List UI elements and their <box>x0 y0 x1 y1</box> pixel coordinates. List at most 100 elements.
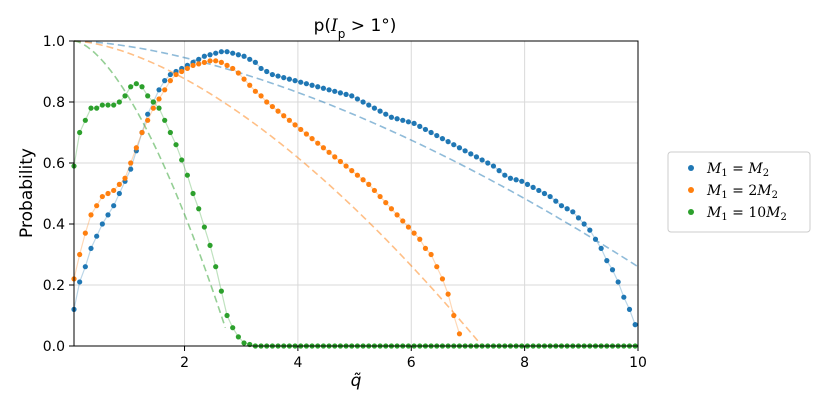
data-point <box>213 58 219 64</box>
plot-frame <box>73 40 639 347</box>
data-point <box>82 264 88 270</box>
data-point <box>94 203 100 209</box>
data-point <box>422 126 429 133</box>
data-point <box>145 117 151 123</box>
reference-curve <box>73 40 483 347</box>
data-point <box>190 62 196 68</box>
data-point <box>286 76 292 82</box>
legend-entry: M1 = M2 <box>706 161 769 179</box>
data-point <box>241 76 247 82</box>
data-point <box>360 177 366 183</box>
data-point <box>150 99 156 105</box>
data-point <box>445 291 451 297</box>
data-point <box>490 163 497 169</box>
data-point <box>201 59 207 65</box>
data-point <box>451 142 457 148</box>
data-point <box>213 264 219 270</box>
data-point <box>592 236 599 242</box>
data-point <box>252 59 258 65</box>
data-point <box>235 70 241 76</box>
data-point <box>383 200 389 206</box>
data-point <box>604 258 610 264</box>
data-point <box>422 245 429 251</box>
y-tick-label: 0.0 <box>43 339 65 355</box>
data-point <box>82 230 88 236</box>
chart-title: p(Ip > 1°) <box>314 16 397 41</box>
legend-box <box>667 151 811 233</box>
data-point <box>162 78 168 84</box>
data-point <box>116 99 122 105</box>
data-point <box>128 160 134 166</box>
data-point <box>207 242 213 248</box>
data-point <box>207 52 213 58</box>
data-point <box>428 251 434 258</box>
data-point <box>609 267 616 273</box>
data-point <box>224 312 230 319</box>
data-point <box>88 245 94 251</box>
data-point <box>167 129 173 136</box>
data-point <box>133 145 139 151</box>
data-point <box>349 168 355 174</box>
data-point <box>275 108 281 114</box>
data-point <box>213 50 219 56</box>
data-point <box>394 212 400 218</box>
data-point <box>377 193 383 200</box>
data-point <box>598 245 604 251</box>
data-point <box>77 251 83 258</box>
data-point <box>224 49 230 55</box>
data-point <box>371 105 378 111</box>
data-points <box>71 49 638 349</box>
data-point <box>541 190 548 197</box>
data-point <box>162 117 168 123</box>
title-sub: p <box>338 27 346 41</box>
data-point <box>400 117 406 123</box>
x-axis: 2 4 6 8 10 <box>180 346 647 371</box>
data-point <box>417 236 423 242</box>
x-tick-label: 10 <box>629 355 647 371</box>
data-point <box>173 71 179 78</box>
data-point <box>337 158 344 165</box>
data-point <box>111 203 117 209</box>
data-point <box>116 181 122 187</box>
series-line <box>73 83 636 347</box>
title-main: p( <box>314 16 331 36</box>
data-point <box>434 264 440 270</box>
data-point <box>196 206 202 212</box>
data-point <box>366 102 372 108</box>
data-point <box>553 198 559 204</box>
data-point <box>547 193 553 200</box>
data-point <box>439 276 446 282</box>
data-point <box>122 175 128 181</box>
data-point <box>105 190 111 197</box>
series-line <box>73 51 636 325</box>
data-point <box>581 221 587 227</box>
data-point <box>88 105 94 111</box>
data-point <box>281 75 287 81</box>
data-point <box>332 88 338 94</box>
y-tick-label: 0.4 <box>43 217 65 233</box>
data-point <box>99 193 105 200</box>
data-point <box>145 111 151 117</box>
data-point <box>456 145 463 151</box>
data-point <box>133 81 139 87</box>
data-point <box>128 84 134 90</box>
data-point <box>122 93 128 99</box>
data-point <box>167 78 173 84</box>
y-tick-label: 0.6 <box>43 156 65 172</box>
data-point <box>94 233 100 239</box>
legend-entry: M1 = 10M2 <box>706 205 787 223</box>
data-point <box>179 157 185 163</box>
legend: M1 = M2 M1 = 2M2 M1 = 10M2 <box>667 151 811 233</box>
data-point <box>394 116 400 122</box>
reference-curves <box>73 40 639 347</box>
data-point <box>252 88 258 94</box>
x-tick-label: 2 <box>180 355 189 371</box>
legend-entry: M1 = 2M2 <box>706 183 778 201</box>
data-point <box>354 172 361 178</box>
data-point <box>258 65 264 72</box>
data-point <box>156 87 162 93</box>
x-tick-label: 6 <box>407 355 416 371</box>
data-point <box>269 71 275 78</box>
data-point <box>258 93 264 99</box>
